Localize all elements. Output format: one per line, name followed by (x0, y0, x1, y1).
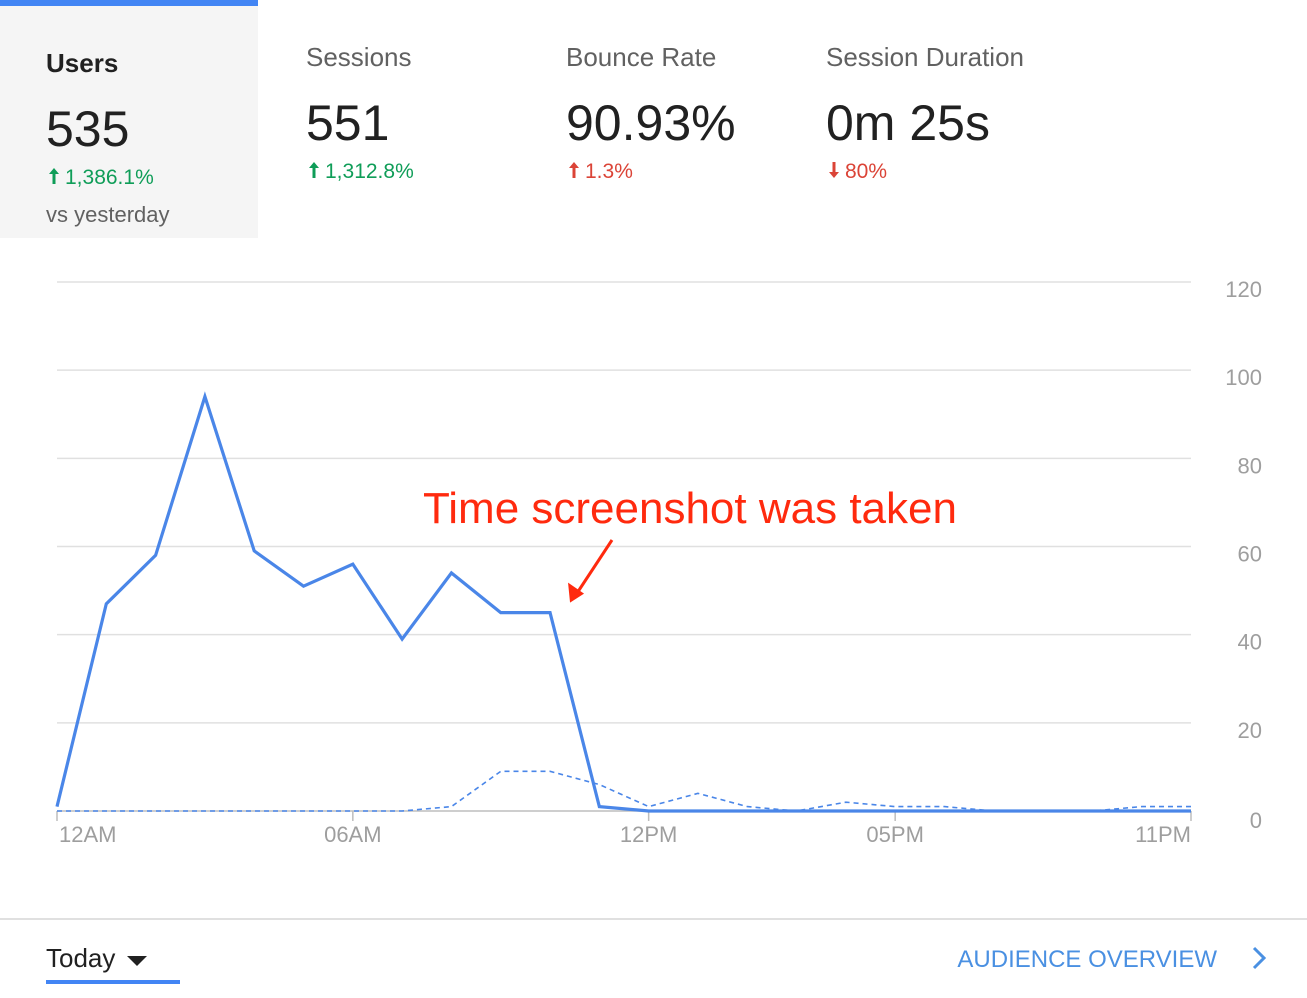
metric-value: 90.93% (566, 95, 736, 151)
change-text: 80% (845, 160, 888, 183)
y-tick-label: 20 (1238, 718, 1262, 743)
annotation-arrow (574, 539, 614, 596)
metric-change: 1,312.8% (306, 160, 414, 184)
comparison-line (57, 770, 1191, 812)
metric-tab[interactable]: Session Duration 0m 25s 80% (780, 0, 1038, 238)
metric-tab[interactable]: Users 535 1,386.1% vs yesterday (0, 0, 258, 238)
y-tick-label: 100 (1225, 365, 1262, 390)
metric-tab[interactable]: Sessions 551 1,312.8% (260, 0, 518, 238)
annotation-arrowhead (568, 582, 585, 603)
metric-label: Session Duration (826, 42, 1024, 72)
audience-overview-link[interactable]: AUDIENCE OVERVIEW (957, 946, 1217, 973)
x-tick-label: 12PM (620, 822, 677, 847)
data-line (55, 391, 1191, 813)
y-tick-label: 120 (1225, 277, 1262, 302)
y-tick-label: 60 (1238, 542, 1262, 567)
y-tick-label: 0 (1250, 808, 1262, 833)
x-tick-label: 12AM (59, 822, 116, 847)
change-arrow (309, 162, 319, 178)
change-arrow (829, 162, 839, 178)
change-text: 1,386.1% (65, 166, 154, 189)
x-tick-label: 11PM (1135, 822, 1191, 847)
metric-tab[interactable]: Bounce Rate 90.93% 1.3% (520, 0, 778, 238)
y-tick-label: 40 (1238, 630, 1262, 655)
change-text: 1,312.8% (325, 160, 414, 183)
metric-label: Users (46, 48, 119, 78)
metric-change: 80% (826, 160, 887, 184)
metric-label: Sessions (306, 42, 412, 72)
metric-value: 535 (46, 101, 130, 157)
metric-value: 0m 25s (826, 95, 990, 151)
annotation-text: Time screenshot was taken (423, 484, 957, 533)
x-tick-label: 06AM (324, 822, 381, 847)
chevron (1252, 946, 1267, 970)
change-arrow (49, 168, 59, 184)
metric-change: 1,386.1% (46, 166, 154, 190)
dropdown-caret (127, 956, 147, 966)
x-tick-label: 05PM (866, 822, 923, 847)
y-tick-label: 80 (1238, 453, 1262, 478)
change-text: 1.3% (585, 160, 633, 183)
range-underline (46, 980, 180, 984)
comparison-label: vs yesterday (46, 202, 170, 227)
change-arrow (569, 162, 579, 178)
range-select[interactable]: Today (46, 943, 115, 973)
metric-change: 1.3% (566, 160, 633, 184)
metric-value: 551 (306, 95, 390, 151)
metric-label: Bounce Rate (566, 42, 717, 72)
